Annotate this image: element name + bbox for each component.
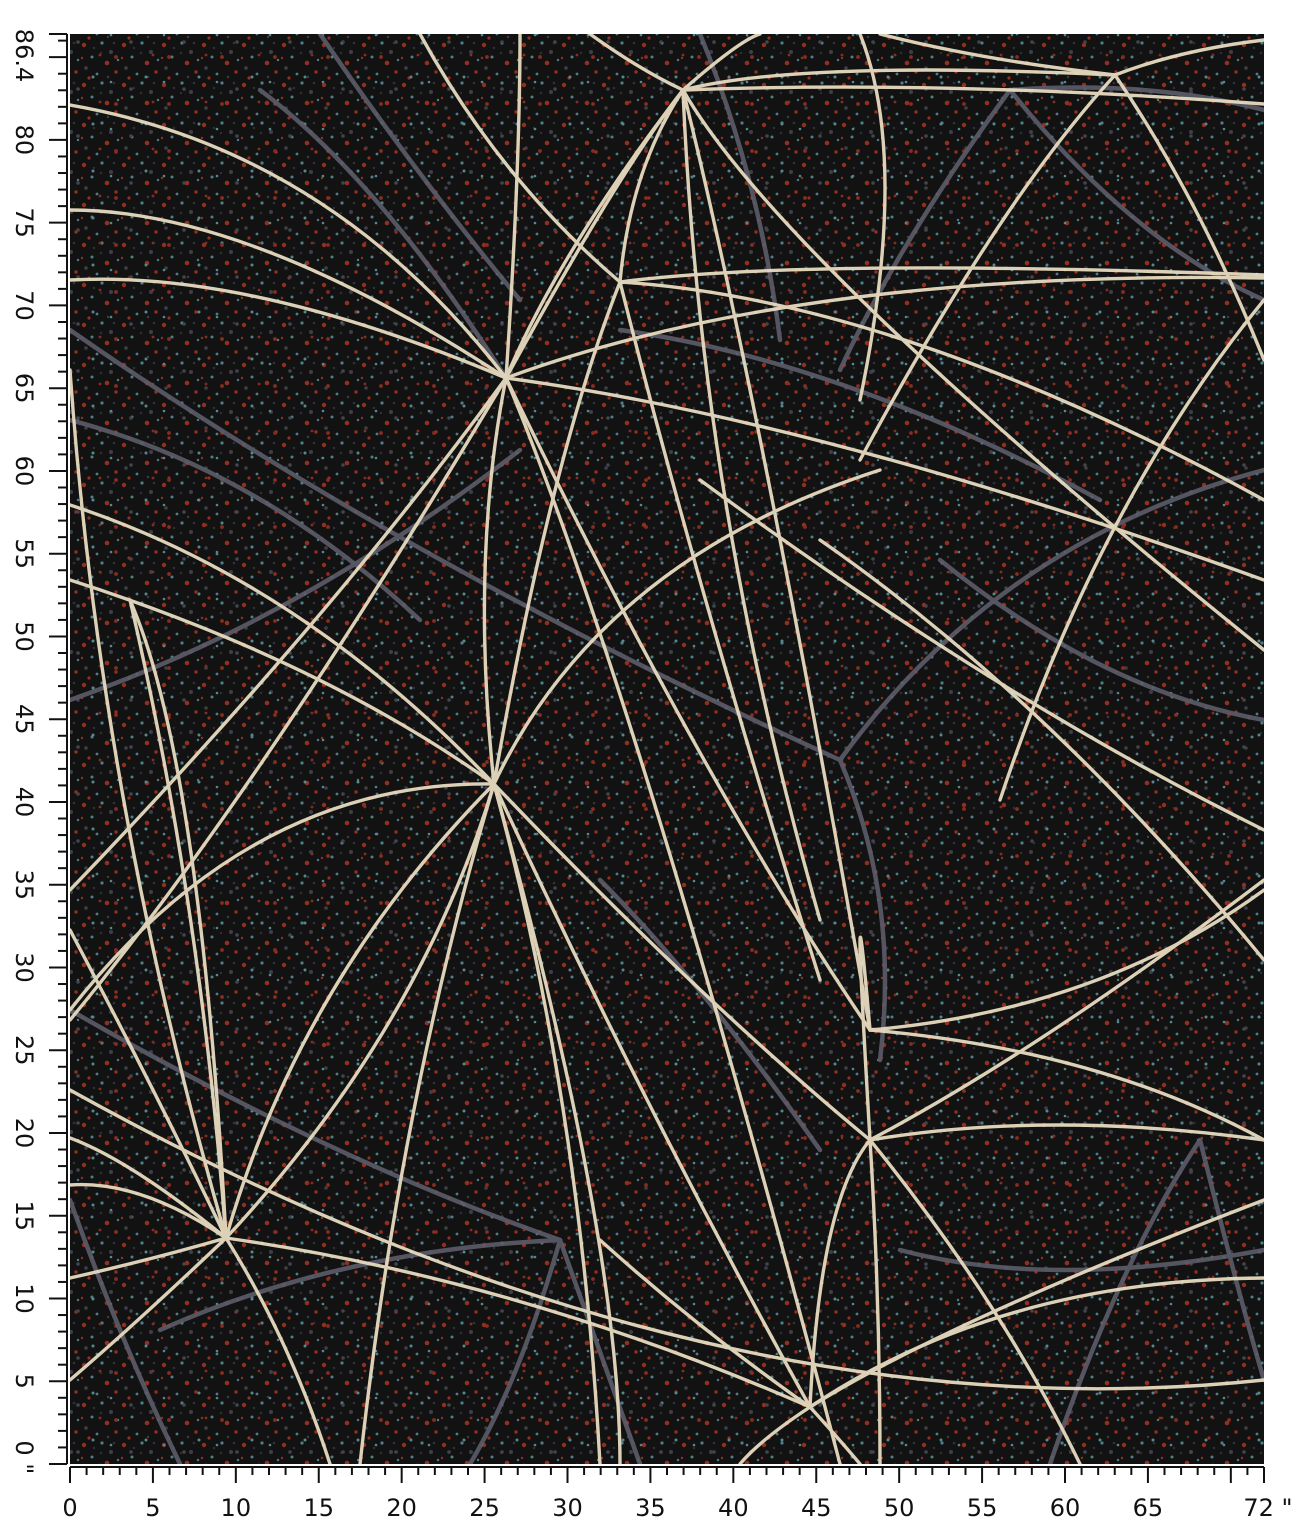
ruler-y-label: 15 bbox=[10, 1200, 38, 1231]
ruler-y-zero-label: 0 " bbox=[10, 1440, 38, 1474]
ruler-x-label: 60 bbox=[1050, 1494, 1081, 1522]
ruler-x-label: 65 bbox=[1133, 1494, 1164, 1522]
ruler-x-label: 35 bbox=[635, 1494, 666, 1522]
cream-web-lines bbox=[70, 34, 1264, 1464]
ruler-x-label: 0 bbox=[62, 1494, 77, 1522]
ruler-y-label: 30 bbox=[10, 952, 38, 983]
ruler-y-axis: 5 10 15 20 25 30 35 40 45 50 55 60 65 70 75 80 0 " 86.4 bbox=[10, 29, 68, 1474]
ruler-y-label: 25 bbox=[10, 1035, 38, 1066]
ruler-x-label: 45 bbox=[801, 1494, 832, 1522]
ruler-x-label: 5 bbox=[145, 1494, 160, 1522]
ruler-y-label: 20 bbox=[10, 1118, 38, 1149]
ruler-y-label: 60 bbox=[10, 456, 38, 487]
ruler-x-label: 25 bbox=[469, 1494, 500, 1522]
ruler-x-label: 50 bbox=[884, 1494, 915, 1522]
ruler-y-label: 5 bbox=[10, 1374, 38, 1389]
ruler-x-label: 15 bbox=[303, 1494, 334, 1522]
ruler-x-label: 10 bbox=[221, 1494, 252, 1522]
ruler-x-label: 40 bbox=[718, 1494, 749, 1522]
ruler-x-axis: 0 5 10 15 20 25 30 35 40 45 50 55 60 65 72 " bbox=[62, 1466, 1293, 1522]
ruler-y-label: 70 bbox=[10, 290, 38, 321]
ruler-x-end-label: 72 " bbox=[1243, 1494, 1292, 1522]
ruler-y-label: 75 bbox=[10, 207, 38, 238]
ruler-x-label: 55 bbox=[967, 1494, 998, 1522]
ruler-y-label: 35 bbox=[10, 869, 38, 900]
ruler-y-label: 40 bbox=[10, 787, 38, 818]
ruler-y-top-label: 86.4 bbox=[10, 29, 38, 82]
ruler-y-label: 10 bbox=[10, 1283, 38, 1314]
ruler-y-label: 65 bbox=[10, 373, 38, 404]
print-area bbox=[70, 34, 1264, 1464]
grey-web-lines bbox=[70, 34, 1264, 1464]
ruler-y-label: 80 bbox=[10, 125, 38, 156]
ruler-x-label: 30 bbox=[552, 1494, 583, 1522]
ruler-x-label: 20 bbox=[386, 1494, 417, 1522]
ruler-y-label: 55 bbox=[10, 538, 38, 569]
ruler-y-label: 50 bbox=[10, 621, 38, 652]
ruler-y-label: 45 bbox=[10, 704, 38, 735]
